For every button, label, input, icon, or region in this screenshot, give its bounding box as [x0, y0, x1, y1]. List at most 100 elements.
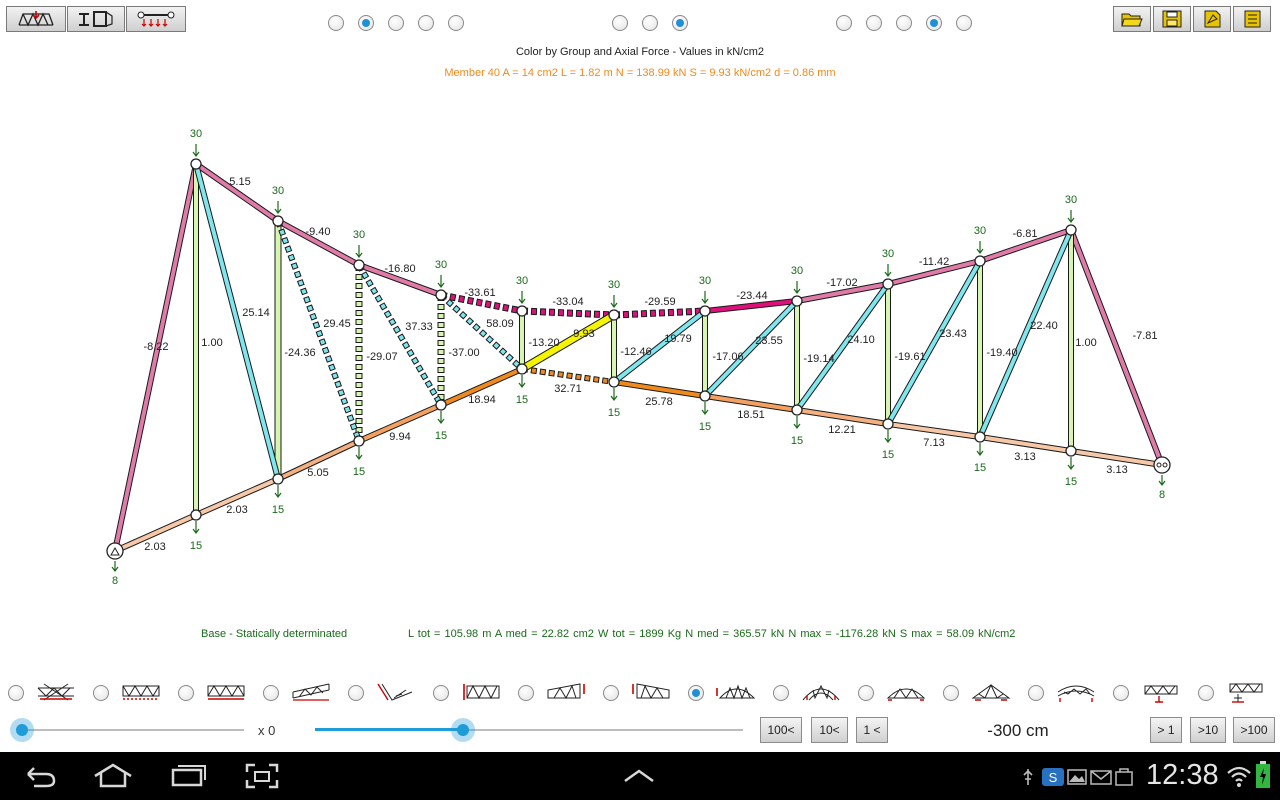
truss-node	[974, 431, 986, 443]
truss-type-icon[interactable]	[1226, 682, 1266, 704]
screenshot-icon[interactable]	[242, 760, 282, 792]
load-arrow-icon	[355, 447, 363, 460]
view-option-radio[interactable]	[926, 15, 942, 31]
truss-type-radio[interactable]	[93, 685, 109, 701]
truss-type-icon[interactable]	[121, 682, 161, 704]
view-option-radio[interactable]	[956, 15, 972, 31]
view-option-radio[interactable]	[388, 15, 404, 31]
truss-structure-icon	[18, 11, 54, 27]
view-option-radio[interactable]	[358, 15, 374, 31]
truss-type-radio[interactable]	[858, 685, 874, 701]
truss-type-radio[interactable]	[1028, 685, 1044, 701]
truss-type-radio[interactable]	[688, 685, 704, 701]
truss-type-icon[interactable]	[971, 682, 1011, 704]
view-option-radio[interactable]	[896, 15, 912, 31]
bottom-chord-member	[440, 367, 523, 407]
back-100-button[interactable]: 100<	[760, 717, 802, 743]
truss-node	[699, 390, 711, 402]
truss-type-radio[interactable]	[518, 685, 534, 701]
truss-type-icon[interactable]	[546, 682, 586, 704]
diagonal-member	[978, 229, 1073, 438]
scale-slider[interactable]	[10, 718, 245, 742]
view-option-radio[interactable]	[642, 15, 658, 31]
truss-type-radio[interactable]	[348, 685, 364, 701]
save-as-button[interactable]	[1193, 6, 1231, 32]
view-option-radio[interactable]	[612, 15, 628, 31]
force-label: 12.21	[828, 424, 856, 436]
truss-node	[791, 404, 803, 416]
slider-thumb[interactable]	[451, 718, 475, 742]
load-value: 30	[435, 259, 447, 271]
load-value: 30	[1065, 194, 1077, 206]
section-button[interactable]	[67, 6, 125, 32]
force-label: -33.04	[552, 296, 583, 308]
top-chord-member	[796, 282, 889, 303]
truss-view-button[interactable]	[6, 6, 66, 32]
save-button[interactable]	[1153, 6, 1191, 32]
home-icon[interactable]	[92, 762, 134, 788]
force-label: 7.13	[923, 437, 944, 449]
truss-type-radio[interactable]	[943, 685, 959, 701]
truss-type-icon[interactable]	[461, 682, 501, 704]
truss-type-icon[interactable]	[716, 682, 756, 704]
truss-type-icon[interactable]	[1056, 682, 1096, 704]
force-label: 58.09	[486, 318, 514, 330]
truss-type-radio[interactable]	[1198, 685, 1214, 701]
bottom-chord-member	[887, 422, 981, 439]
truss-diagram[interactable]: 30 30 30 30 30 30 30 30 30 30 30 15 15 15 15 15 15 15 15 15…	[0, 0, 1280, 620]
truss-type-radio[interactable]	[8, 685, 24, 701]
truss-type-icon[interactable]	[291, 682, 331, 704]
load-value: 30	[882, 248, 894, 260]
force-label: 5.05	[307, 467, 328, 479]
notes-button[interactable]	[1233, 6, 1271, 32]
open-button[interactable]	[1113, 6, 1151, 32]
top-chord-member	[613, 308, 706, 318]
force-label: -6.81	[1012, 228, 1037, 240]
truss-type-icon[interactable]	[631, 682, 671, 704]
truss-type-icon[interactable]	[206, 682, 246, 704]
chevron-up-icon[interactable]	[622, 768, 656, 784]
pin-support-icon	[106, 542, 124, 560]
offset-slider[interactable]	[315, 718, 743, 742]
bottom-chord-member	[704, 394, 798, 412]
back-icon[interactable]	[22, 764, 58, 788]
clock: 12:38	[1146, 759, 1219, 791]
truss-type-radio[interactable]	[603, 685, 619, 701]
truss-type-radio[interactable]	[773, 685, 789, 701]
truss-type-radio[interactable]	[263, 685, 279, 701]
truss-type-radio[interactable]	[178, 685, 194, 701]
top-chord-member	[521, 308, 615, 318]
forward-100-button[interactable]: >100	[1233, 717, 1275, 743]
truss-type-icon[interactable]	[886, 682, 926, 704]
load-value: 15	[353, 466, 365, 478]
slider-thumb[interactable]	[10, 718, 34, 742]
force-label: 9.93	[573, 328, 594, 340]
view-option-radio[interactable]	[866, 15, 882, 31]
forward-10-button[interactable]: >10	[1190, 717, 1226, 743]
load-arrow-icon	[355, 245, 363, 258]
truss-type-icon[interactable]	[801, 682, 841, 704]
load-value: 8	[112, 575, 118, 587]
view-option-radio[interactable]	[418, 15, 434, 31]
load-arrow-icon	[111, 561, 119, 572]
chart-title: Color by Group and Axial Force - Values …	[515, 46, 764, 58]
forward-1-button[interactable]: > 1	[1150, 717, 1182, 743]
view-option-radio[interactable]	[448, 15, 464, 31]
truss-type-icon[interactable]	[1141, 682, 1181, 704]
truss-type-radio[interactable]	[433, 685, 449, 701]
load-value: 30	[516, 275, 528, 287]
truss-type-radio[interactable]	[1113, 685, 1129, 701]
view-option-radio[interactable]	[672, 15, 688, 31]
truss-type-icon[interactable]	[36, 682, 76, 704]
load-arrow-icon	[701, 291, 709, 304]
recent-apps-icon[interactable]	[170, 763, 208, 787]
back-1-button[interactable]: 1 <	[856, 717, 888, 743]
back-10-button[interactable]: 10<	[811, 717, 848, 743]
force-label: -11.42	[919, 256, 949, 268]
loads-button[interactable]	[126, 6, 186, 32]
view-option-radio[interactable]	[328, 15, 344, 31]
view-option-radio[interactable]	[836, 15, 852, 31]
bottom-chord-member	[979, 435, 1072, 453]
truss-type-icon[interactable]	[376, 682, 416, 704]
diagonal-member	[795, 282, 890, 412]
